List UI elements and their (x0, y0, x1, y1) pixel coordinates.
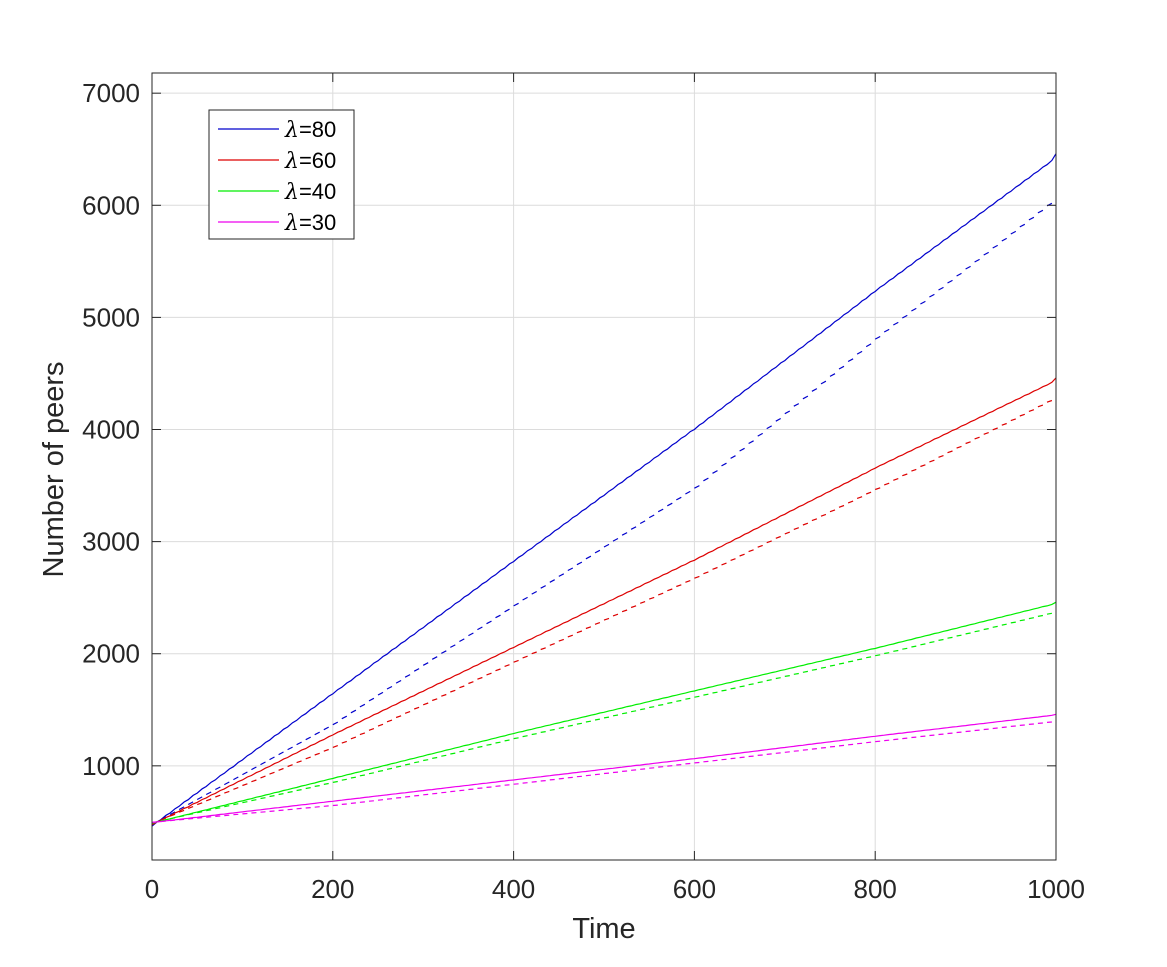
series-line (151, 377, 1057, 826)
legend-label: λ=80 (284, 117, 336, 143)
series-group (151, 153, 1057, 827)
y-tick-label: 1000 (82, 751, 140, 781)
x-tick-label: 600 (673, 874, 716, 904)
y-tick-label: 5000 (82, 302, 140, 332)
x-tick-label: 1000 (1027, 874, 1085, 904)
x-tick-label: 0 (145, 874, 159, 904)
series-line (151, 153, 1057, 827)
legend-label: λ=30 (284, 210, 336, 236)
axes-box (151, 72, 1057, 861)
y-tick-label: 4000 (82, 415, 140, 445)
series-line (151, 601, 1057, 824)
grid (152, 73, 1056, 860)
ticks: 0 200 400 600 800 1000 1000 2000 3000 4000 5000 600… (82, 73, 1085, 904)
x-tick-label: 400 (492, 874, 535, 904)
x-tick-label: 200 (311, 874, 354, 904)
x-tick-label: 800 (854, 874, 897, 904)
legend-label: λ=40 (284, 179, 336, 205)
y-tick-label: 7000 (82, 78, 140, 108)
legend-label: λ=60 (284, 148, 336, 174)
series-line (151, 713, 1057, 824)
y-tick-label: 2000 (82, 639, 140, 669)
y-axis-label: Number of peers (38, 362, 70, 578)
y-tick-label: 3000 (82, 527, 140, 557)
x-axis-label: Time (572, 913, 635, 945)
y-tick-label: 6000 (82, 190, 140, 220)
legend-box (208, 109, 355, 240)
legend: λ=80 λ=60 λ=40 λ=30 (208, 109, 355, 240)
